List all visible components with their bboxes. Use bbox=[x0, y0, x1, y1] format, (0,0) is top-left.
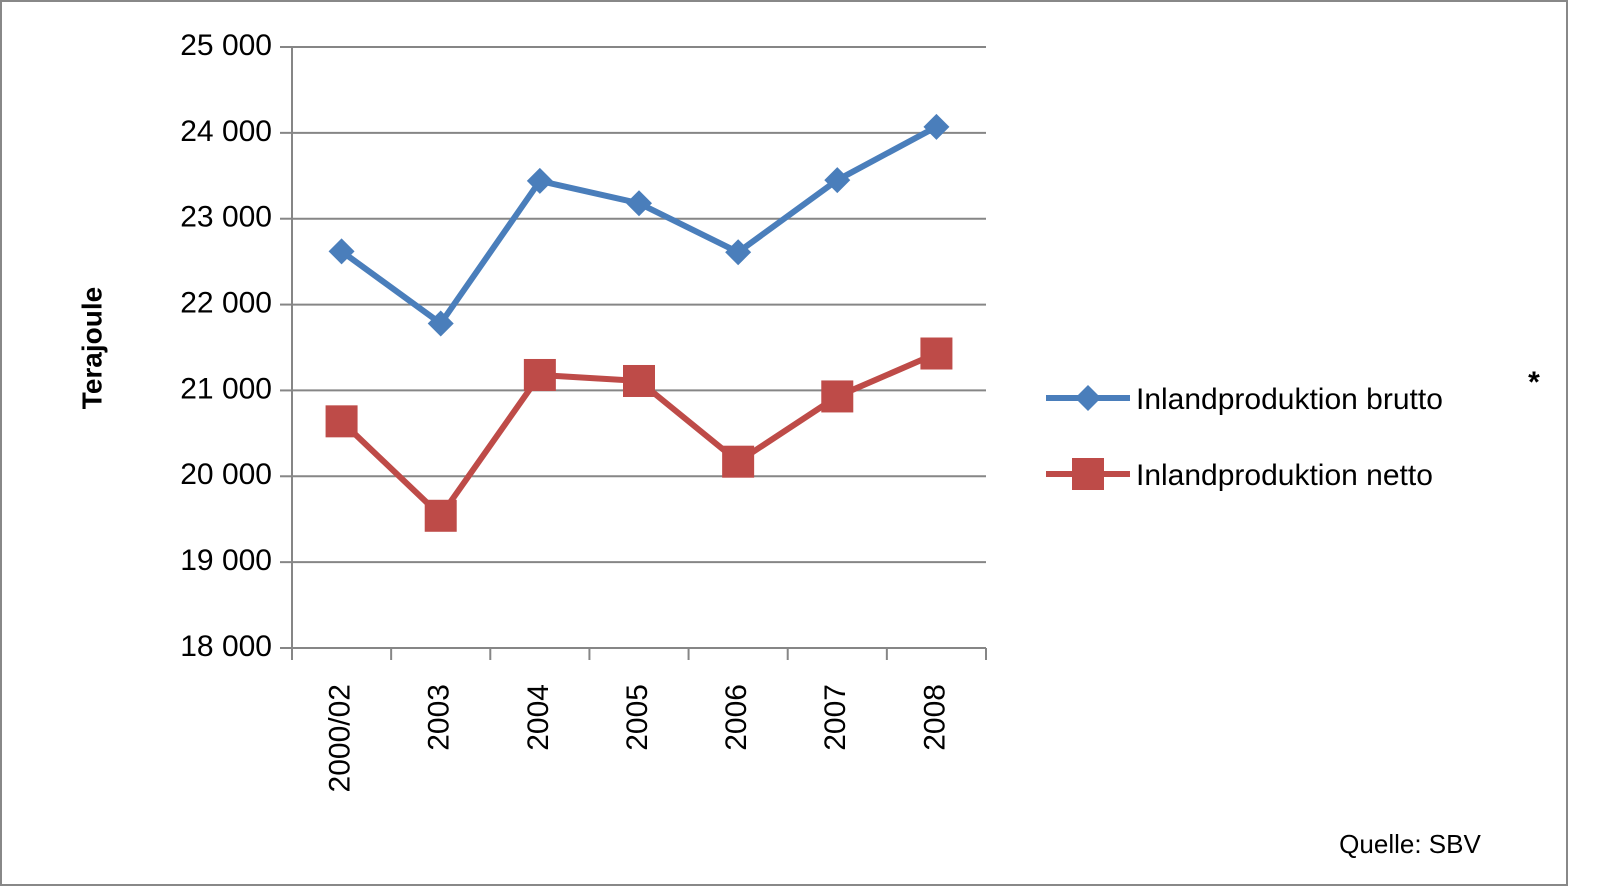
marker bbox=[821, 380, 854, 413]
x-tick-label: 2005 bbox=[621, 684, 654, 751]
marker bbox=[824, 167, 851, 194]
marker bbox=[920, 337, 953, 370]
marker bbox=[623, 364, 655, 397]
y-axis-label: Terajoule bbox=[76, 287, 107, 409]
y-tick-label: 19 000 bbox=[180, 544, 272, 577]
y-tick-label: 20 000 bbox=[180, 458, 272, 491]
legend-label: Inlandproduktion brutto bbox=[1136, 383, 1443, 416]
marker bbox=[1072, 458, 1104, 490]
x-tick-label: 2003 bbox=[423, 684, 456, 751]
marker bbox=[722, 445, 755, 478]
marker bbox=[424, 499, 457, 532]
x-tick-label: 2007 bbox=[819, 684, 852, 751]
marker bbox=[725, 239, 752, 266]
y-tick-label: 23 000 bbox=[180, 201, 272, 234]
marker bbox=[523, 358, 556, 391]
legend-label: Inlandproduktion netto bbox=[1136, 459, 1433, 492]
marker bbox=[328, 238, 355, 265]
y-tick-label: 21 000 bbox=[180, 372, 272, 405]
y-tick-label: 18 000 bbox=[180, 630, 272, 663]
legend-note: * bbox=[1528, 366, 1540, 399]
chart-frame bbox=[0, 0, 1568, 886]
marker bbox=[526, 167, 553, 194]
marker bbox=[626, 190, 652, 217]
y-tick-label: 25 000 bbox=[180, 29, 272, 62]
source-note: Quelle: SBV bbox=[1339, 829, 1481, 859]
y-tick-label: 24 000 bbox=[180, 115, 272, 148]
marker bbox=[1075, 385, 1101, 411]
marker bbox=[325, 405, 358, 438]
x-tick-label: 2004 bbox=[522, 684, 555, 751]
x-tick-label: 2006 bbox=[720, 684, 753, 751]
marker bbox=[427, 310, 454, 337]
x-tick-label: 2008 bbox=[918, 684, 951, 751]
y-tick-label: 22 000 bbox=[180, 286, 272, 319]
x-tick-label: 2000/02 bbox=[323, 684, 356, 792]
marker bbox=[923, 113, 950, 140]
